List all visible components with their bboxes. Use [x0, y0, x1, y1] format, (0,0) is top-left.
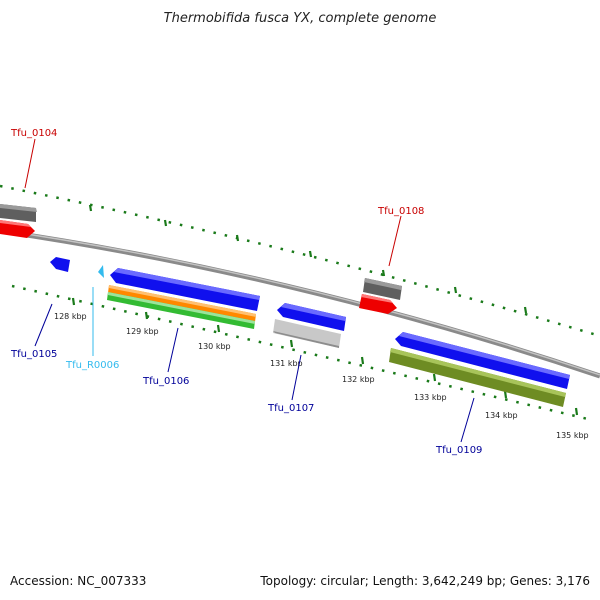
red-feature-tfu-0104[interactable]: [0, 220, 35, 238]
inner-major-tick: [432, 373, 437, 382]
gene-label-tfu-0104[interactable]: Tfu_0104: [10, 128, 57, 139]
gene-label-tfu-0109[interactable]: Tfu_0109: [435, 445, 482, 456]
outer-major-tick: [235, 234, 240, 242]
leader-tfu-0106: [167, 327, 179, 373]
inner-major-tick: [289, 339, 294, 348]
inner-major-tick: [71, 297, 76, 306]
tick-label: 133 kbp: [414, 393, 447, 402]
tick-label: 132 kbp: [342, 375, 375, 384]
green-feature-tfu-0106[interactable]: [107, 292, 255, 329]
outer-major-tick: [381, 269, 386, 277]
cyan-feature-tfu-r0006[interactable]: [98, 265, 104, 278]
outer-major-tick: [88, 204, 93, 212]
leader-tfu-0104: [24, 138, 36, 189]
tick-label: 134 kbp: [485, 411, 518, 420]
gene-label-tfu-0105[interactable]: Tfu_0105: [10, 349, 57, 360]
genome-backbone: [0, 228, 600, 379]
orange-feature-tfu-0106[interactable]: [108, 285, 256, 322]
gray-feature-right[interactable]: [363, 278, 402, 300]
red-feature-tfu-0108[interactable]: [359, 294, 397, 314]
blue-feature-tfu-0107[interactable]: [277, 303, 346, 331]
olive-feature-tfu-0109[interactable]: [389, 348, 566, 407]
inner-major-tick: [360, 356, 365, 365]
tick-label: 129 kbp: [126, 327, 159, 336]
outer-major-tick: [308, 250, 313, 258]
inner-major-tick: [144, 311, 149, 320]
blue-feature-tfu-0105[interactable]: [50, 257, 70, 272]
leader-tfu-0105: [34, 303, 53, 347]
gray-feature-tfu-0107[interactable]: [273, 319, 341, 348]
gene-labels: Tfu_0104 Tfu_0108 Tfu_0105 Tfu_R0006 Tfu…: [10, 128, 482, 456]
outer-major-tick: [163, 219, 168, 227]
gene-label-tfu-r0006[interactable]: Tfu_R0006: [65, 360, 119, 371]
gene-label-tfu-0108[interactable]: Tfu_0108: [377, 206, 424, 217]
tick-label: 135 kbp: [556, 431, 589, 440]
genome-backbone-highlight: [0, 229, 600, 376]
inner-major-ticks: [71, 297, 579, 416]
inner-major-tick: [574, 407, 579, 416]
tick-label: 128 kbp: [54, 312, 87, 321]
genome-summary-text: Topology: circular; Length: 3,642,249 bp…: [259, 574, 590, 588]
outer-major-tick: [453, 286, 458, 294]
gene-label-tfu-0107[interactable]: Tfu_0107: [267, 403, 314, 414]
outer-major-tick: [523, 306, 528, 314]
blue-feature-tfu-0109[interactable]: [395, 332, 570, 389]
outer-tick-track: [0, 184, 600, 338]
accession-text: Accession: NC_007333: [10, 574, 146, 588]
leader-tfu-0107: [291, 354, 302, 401]
tick-label: 130 kbp: [198, 342, 231, 351]
inner-tick-track: [11, 284, 593, 422]
gray-feature-left[interactable]: [0, 204, 37, 222]
leader-tfu-0108: [388, 215, 402, 267]
inner-major-tick: [216, 324, 221, 333]
tick-labels: 128 kbp 129 kbp 130 kbp 131 kbp 132 kbp …: [54, 312, 589, 440]
outer-major-ticks: [88, 204, 528, 314]
inner-major-tick: [503, 390, 508, 399]
leader-tfu-0109: [460, 397, 475, 443]
blue-feature-tfu-0106[interactable]: [110, 268, 260, 311]
map-title: Thermobifida fusca YX, complete genome: [164, 11, 437, 26]
gene-label-tfu-0106[interactable]: Tfu_0106: [142, 376, 189, 387]
tick-label: 131 kbp: [270, 359, 303, 368]
leader-lines: [24, 138, 475, 443]
